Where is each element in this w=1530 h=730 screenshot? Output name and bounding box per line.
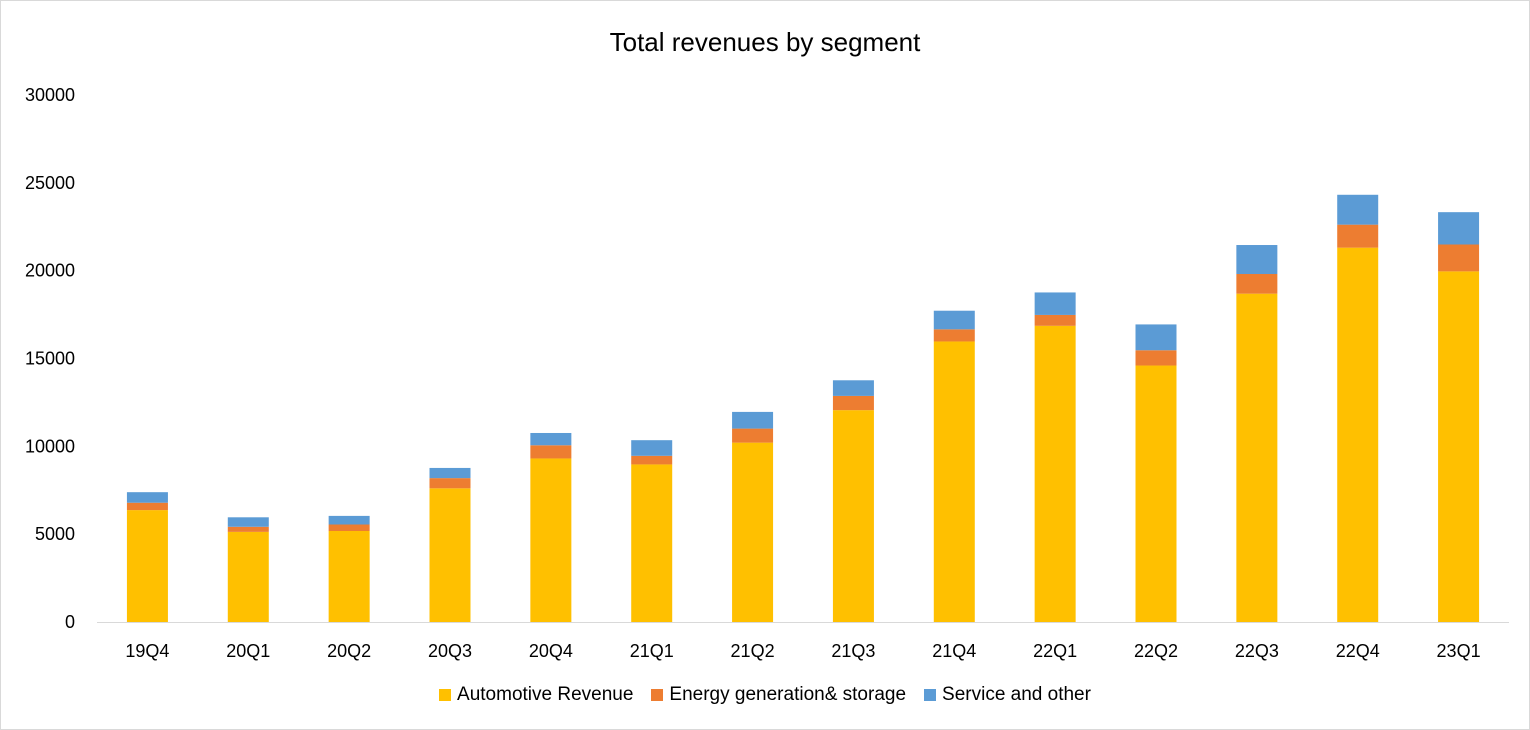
- bar-energy-generation-storage-20q4: [530, 445, 572, 459]
- bar-energy-generation-storage-19q4: [126, 502, 168, 511]
- legend-label: Energy generation& storage: [669, 684, 907, 705]
- legend-label: Service and other: [942, 684, 1091, 705]
- bar-automotive-revenue-20q4: [530, 458, 572, 622]
- y-tick-label: 25000: [25, 173, 75, 193]
- bar-automotive-revenue-22q2: [1135, 365, 1177, 622]
- bar-automotive-revenue-22q1: [1034, 325, 1076, 622]
- bar-energy-generation-storage-22q4: [1337, 224, 1379, 248]
- bar-automotive-revenue-21q3: [832, 410, 874, 622]
- x-tick-label: 21Q2: [731, 641, 775, 661]
- bar-service-and-other-21q3: [832, 380, 874, 396]
- x-tick-label: 22Q2: [1134, 641, 1178, 661]
- bar-service-and-other-22q4: [1337, 194, 1379, 225]
- x-tick-label: 20Q3: [428, 641, 472, 661]
- legend-item: Automotive Revenue: [439, 684, 633, 706]
- bar-automotive-revenue-19q4: [126, 510, 168, 622]
- bar-service-and-other-21q1: [631, 440, 673, 456]
- x-tick-label: 20Q2: [327, 641, 371, 661]
- legend-item: Energy generation& storage: [651, 684, 906, 706]
- bar-service-and-other-20q1: [227, 517, 269, 527]
- bar-energy-generation-storage-22q2: [1135, 350, 1177, 366]
- x-tick-label: 21Q3: [831, 641, 875, 661]
- bar-automotive-revenue-20q2: [328, 531, 370, 622]
- x-tick-label: 20Q1: [226, 641, 270, 661]
- legend-label: Automotive Revenue: [457, 684, 634, 705]
- bar-service-and-other-20q4: [530, 432, 572, 446]
- bar-energy-generation-storage-21q1: [631, 455, 673, 465]
- bar-energy-generation-storage-21q4: [933, 329, 975, 342]
- bar-automotive-revenue-21q4: [933, 341, 975, 622]
- bar-energy-generation-storage-23q1: [1438, 244, 1480, 272]
- legend: Automotive Revenue Energy generation& sto…: [1, 684, 1529, 706]
- x-tick-label: 22Q1: [1033, 641, 1077, 661]
- bar-service-and-other-20q3: [429, 467, 471, 479]
- bar-energy-generation-storage-21q3: [832, 395, 874, 411]
- bar-service-and-other-19q4: [126, 492, 168, 503]
- bar-service-and-other-22q3: [1236, 245, 1278, 275]
- bar-service-and-other-22q2: [1135, 324, 1177, 351]
- x-tick-label: 21Q1: [630, 641, 674, 661]
- y-tick-label: 15000: [25, 349, 75, 369]
- chart-title: Total revenues by segment: [609, 27, 921, 57]
- legend-swatch: [439, 689, 452, 701]
- y-tick-label: 0: [65, 612, 75, 632]
- bar-service-and-other-21q4: [933, 310, 975, 330]
- x-tick-label: 23Q1: [1437, 641, 1481, 661]
- bar-automotive-revenue-21q1: [631, 464, 673, 622]
- bar-energy-generation-storage-20q2: [328, 524, 370, 532]
- bar-service-and-other-20q2: [328, 515, 370, 525]
- bar-energy-generation-storage-20q3: [429, 478, 471, 489]
- x-tick-label: 21Q4: [932, 641, 976, 661]
- legend-item: Service and other: [924, 684, 1091, 706]
- bar-energy-generation-storage-22q3: [1236, 274, 1278, 294]
- bar-service-and-other-22q1: [1034, 292, 1076, 315]
- x-tick-label: 22Q3: [1235, 641, 1279, 661]
- y-tick-label: 20000: [25, 261, 75, 281]
- bar-automotive-revenue-22q3: [1236, 293, 1278, 622]
- bar-energy-generation-storage-21q2: [732, 428, 774, 443]
- y-tick-label: 30000: [25, 85, 75, 105]
- bar-energy-generation-storage-20q1: [227, 526, 269, 532]
- bar-automotive-revenue-20q1: [227, 531, 269, 622]
- bar-service-and-other-23q1: [1438, 212, 1480, 245]
- legend-swatch: [924, 689, 937, 701]
- x-tick-label: 19Q4: [125, 641, 169, 661]
- bar-energy-generation-storage-22q1: [1034, 314, 1076, 326]
- bar-automotive-revenue-21q2: [732, 442, 774, 622]
- bar-automotive-revenue-23q1: [1438, 271, 1480, 622]
- bar-automotive-revenue-22q4: [1337, 247, 1379, 622]
- y-tick-label: 5000: [35, 524, 75, 544]
- legend-swatch: [651, 689, 664, 701]
- y-tick-label: 10000: [25, 436, 75, 456]
- bar-automotive-revenue-20q3: [429, 488, 471, 622]
- x-tick-label: 22Q4: [1336, 641, 1380, 661]
- bar-service-and-other-21q2: [732, 411, 774, 429]
- x-tick-label: 20Q4: [529, 641, 573, 661]
